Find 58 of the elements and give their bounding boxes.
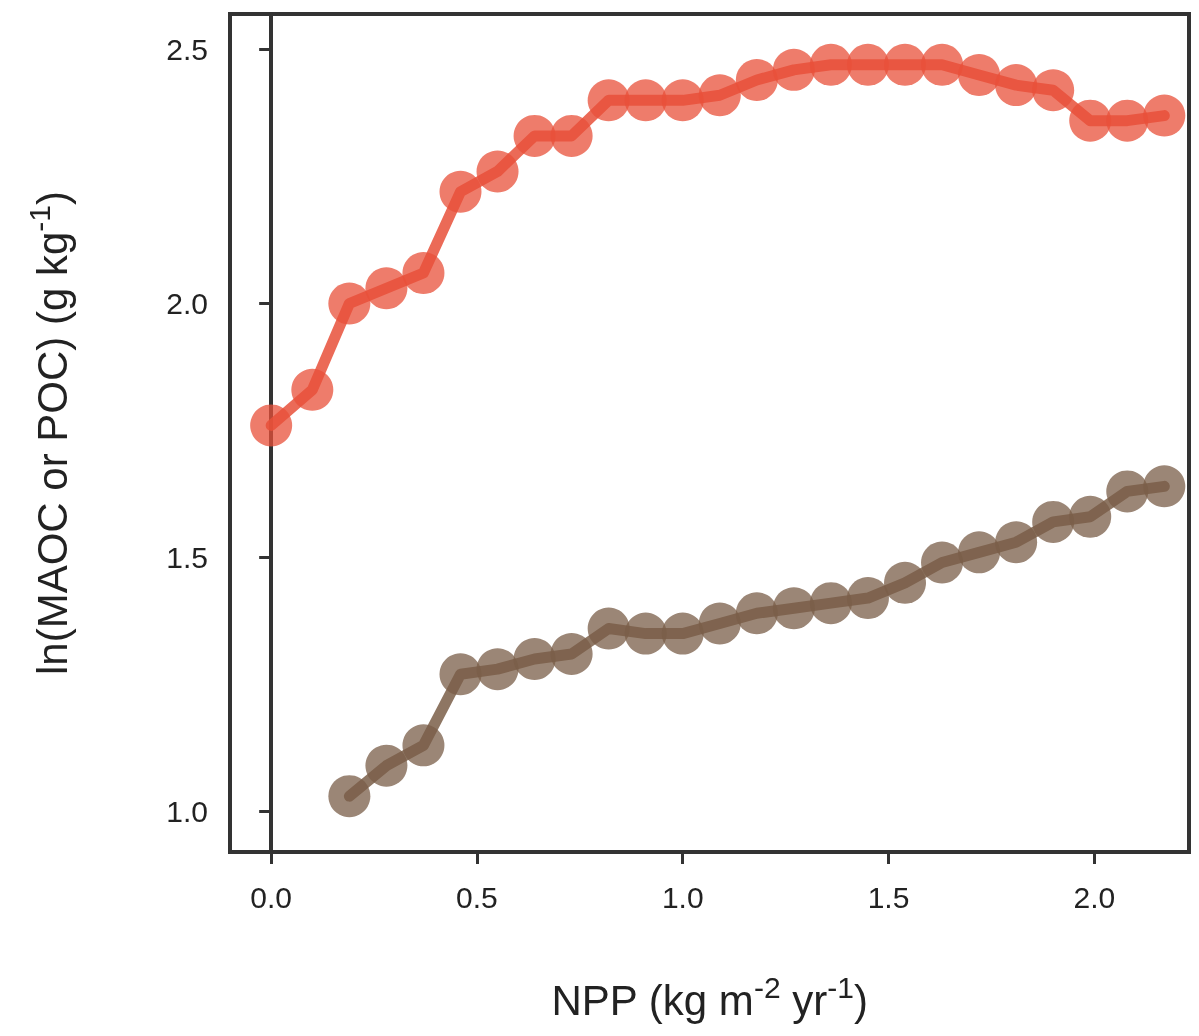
- point: [698, 602, 741, 645]
- point: [958, 531, 1001, 574]
- y-tick-label: 1.5: [166, 540, 208, 574]
- point: [1069, 495, 1112, 538]
- point: [1143, 465, 1186, 508]
- point: [476, 648, 519, 691]
- point: [884, 43, 926, 86]
- point: [1106, 470, 1149, 513]
- point: [250, 404, 293, 447]
- point: [1032, 69, 1075, 112]
- point: [1032, 500, 1075, 543]
- point: [624, 79, 667, 122]
- point: [921, 43, 964, 86]
- point: [921, 541, 964, 584]
- x-tick-label: 1.0: [661, 880, 704, 914]
- point: [550, 632, 593, 675]
- point: [772, 48, 815, 91]
- point: [1106, 99, 1149, 142]
- point: [847, 577, 889, 620]
- x-tick-label: 1.5: [867, 880, 910, 914]
- x-tick-label: 0.5: [456, 880, 498, 914]
- point: [513, 638, 556, 680]
- point: [1069, 99, 1112, 142]
- point: [402, 724, 445, 767]
- point: [439, 653, 482, 696]
- point: [661, 612, 704, 655]
- point: [958, 53, 1001, 96]
- point: [402, 252, 445, 295]
- point: [1143, 94, 1186, 137]
- point: [513, 114, 556, 157]
- point: [884, 561, 926, 604]
- point: [735, 592, 778, 635]
- point: [587, 79, 630, 122]
- point: [439, 170, 482, 213]
- point: [698, 74, 741, 117]
- point: [550, 114, 593, 157]
- point: [847, 43, 889, 86]
- point: [291, 368, 334, 411]
- point: [809, 43, 852, 86]
- x-tick-label: 2.0: [1073, 880, 1116, 914]
- point: [328, 775, 371, 818]
- point: [809, 582, 852, 625]
- point: [772, 587, 815, 630]
- x-tick-label: 0.0: [250, 880, 293, 914]
- point: [476, 150, 519, 193]
- point: [624, 612, 667, 655]
- y-tick-label: 1.0: [166, 794, 208, 828]
- point: [365, 744, 408, 787]
- point: [995, 521, 1038, 564]
- point: [365, 267, 408, 310]
- point: [735, 59, 778, 102]
- point: [587, 607, 630, 650]
- point: [328, 282, 371, 325]
- point: [995, 64, 1038, 107]
- point: [661, 79, 704, 122]
- y-tick-label: 2.5: [166, 33, 208, 67]
- y-axis-title: ln(MAOC or POC) (g kg-1): [22, 190, 76, 676]
- y-tick-label: 2.0: [166, 286, 208, 320]
